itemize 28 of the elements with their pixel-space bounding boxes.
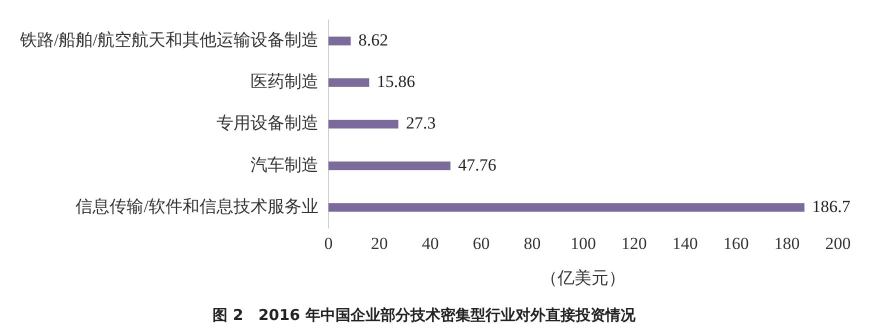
- bar: [328, 161, 450, 170]
- data-label: 15.86: [376, 72, 416, 92]
- x-tick-label: 40: [422, 234, 439, 253]
- bar: [328, 120, 398, 129]
- y-tick-label: 专用设备制造: [216, 114, 318, 133]
- y-tick-label: 汽车制造: [250, 155, 318, 174]
- x-tick-label: 200: [825, 234, 851, 253]
- bar: [328, 36, 351, 46]
- data-label: 27.3: [406, 114, 436, 133]
- x-tick-label: 20: [370, 234, 388, 253]
- data-label: 8.62: [358, 30, 388, 50]
- data-label: 186.7: [812, 196, 851, 216]
- x-tick-label: 60: [472, 234, 490, 253]
- x-tick-label: 100: [570, 234, 596, 253]
- x-tick-label: 160: [723, 234, 749, 253]
- x-tick-label: 80: [524, 234, 541, 253]
- text: 图 2 2016 年中国企业部分技术密集型行业对外直接投资情况: [212, 306, 636, 324]
- x-axis-title: （亿美元）: [540, 268, 626, 288]
- x-tick-label: 0: [324, 234, 333, 253]
- y-tick-label: 信息传输/软件和信息技术服务业: [76, 196, 318, 216]
- data-label: 47.76: [458, 155, 496, 174]
- bar: [328, 203, 804, 212]
- y-tick-label: 铁路/船舶/航空航天和其他运输设备制造: [18, 30, 318, 50]
- x-tick-label: 140: [672, 234, 698, 253]
- x-tick-label: 120: [621, 234, 647, 253]
- x-tick-label: 180: [774, 234, 800, 253]
- y-tick-label: 医药制造: [250, 72, 318, 92]
- bar: [328, 78, 370, 87]
